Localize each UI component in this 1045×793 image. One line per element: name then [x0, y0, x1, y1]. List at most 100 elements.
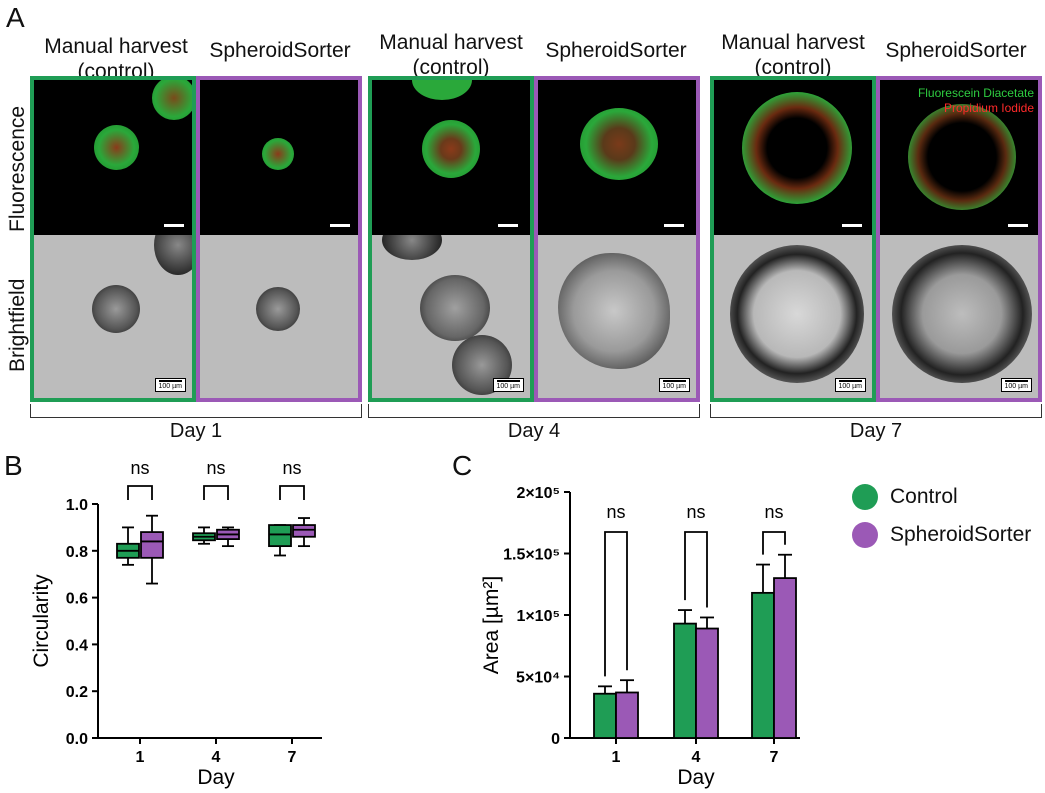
scale-bar-label: 100 µm: [662, 383, 687, 390]
significance-label: ns: [686, 502, 705, 522]
y-tick-label: 1.5×10⁵: [503, 547, 560, 564]
y-axis-label: Circularity: [30, 574, 53, 668]
legend-label-control: Control: [890, 485, 958, 508]
significance-label: ns: [764, 502, 783, 522]
col-title-manual-day4: Manual harvest (control): [366, 30, 536, 80]
panel-a-letter: A: [6, 2, 25, 33]
x-axis-label: Day: [197, 766, 235, 789]
y-tick-label: 0: [551, 731, 560, 748]
scale-bar: [664, 224, 684, 227]
brightfield-image: 100 µm: [538, 235, 696, 398]
significance-label: ns: [606, 502, 625, 522]
legend: Control SpheroidSorter: [852, 482, 1042, 550]
col-title-sorter-day4: SpheroidSorter: [545, 39, 687, 62]
x-tick-label: 1: [612, 749, 621, 766]
box-spheroidsorter: [140, 531, 164, 559]
brightfield-image: 100 µm: [372, 235, 530, 398]
y-tick-label: 0.4: [66, 637, 88, 654]
x-tick-label: 1: [136, 749, 145, 766]
scale-bar-box: 100 µm: [154, 378, 186, 392]
col-title-line1: Manual harvest: [721, 31, 865, 54]
y-tick-label: 0.8: [66, 544, 88, 561]
image-day7-control: 100 µm: [710, 76, 876, 402]
box-spheroidsorter: [292, 524, 316, 538]
spheroid-bright: [730, 245, 864, 383]
day1-bracket: [30, 404, 362, 418]
spheroid-bright: [382, 235, 442, 260]
bar-control: [593, 692, 617, 739]
day1-label: Day 1: [169, 420, 223, 442]
panel-b-letter: B: [4, 450, 23, 481]
x-tick-label: 4: [692, 749, 701, 766]
x-axis-label: Day: [677, 766, 715, 789]
spheroid-bright: [558, 253, 670, 369]
image-day4-sorter: 100 µm: [534, 76, 700, 402]
spheroid-fluo: [94, 125, 139, 170]
y-axis-label: Area [µm²]: [480, 576, 503, 674]
bar-spheroidsorter: [695, 627, 719, 739]
scale-bar-label: 100 µm: [1004, 383, 1029, 390]
image-day1-control: 100 µm: [30, 76, 196, 402]
col-title-line2: (control): [412, 56, 490, 79]
spheroid-bright: [92, 285, 140, 333]
col-title-line1: Manual harvest: [44, 35, 188, 58]
spheroid-fluo: [908, 104, 1016, 210]
day7-label: Day 7: [849, 420, 903, 442]
dye-label-fda: Fluorescein Diacetate: [917, 86, 1034, 100]
significance-bracket: [279, 485, 305, 500]
scale-bar-box: 100 µm: [1000, 378, 1032, 392]
image-day1-sorter: [196, 76, 362, 402]
scale-bar-box: 100 µm: [658, 378, 690, 392]
scale-bar: [842, 224, 862, 227]
significance-bracket: [604, 531, 628, 677]
scale-bar-box: 100 µm: [492, 378, 524, 392]
fluorescence-image: [34, 80, 192, 235]
significance-bracket: [127, 485, 153, 500]
spheroid-fluo: [262, 138, 294, 170]
scale-bar: [164, 224, 184, 227]
spheroid-fluo: [152, 80, 192, 120]
x-tick-label: 7: [288, 749, 297, 766]
circularity-box-chart: 0.0 0.2 0.4 0.6 0.8 1.0 1 ns 4 ns 7 ns Circularity Da…: [30, 458, 322, 789]
x-tick-label: 4: [212, 749, 221, 766]
col-title-line1: Manual harvest: [379, 31, 523, 54]
legend-label-sorter: SpheroidSorter: [890, 523, 1032, 546]
col-title-line2: (control): [754, 56, 832, 79]
legend-item-sorter: SpheroidSorter: [852, 520, 1042, 550]
bar-control: [751, 591, 775, 739]
image-day7-sorter: Fluorescein Diacetate Propidium Iodide 1…: [876, 76, 1042, 402]
spheroid-fluo: [580, 108, 658, 180]
scale-bar-label: 100 µm: [838, 383, 863, 390]
legend-swatch-control: [852, 484, 878, 510]
spheroid-bright: [892, 245, 1032, 383]
scale-bar: [498, 224, 518, 227]
y-tick-label: 1×10⁵: [516, 608, 560, 625]
fluorescence-image: [714, 80, 872, 235]
panel-c-letter: C: [452, 450, 473, 481]
brightfield-image: 100 µm: [714, 235, 872, 398]
x-tick-label: 7: [770, 749, 779, 766]
dye-label-pi: Propidium Iodide: [943, 101, 1034, 115]
row-label-fluorescence: Fluorescence: [6, 105, 29, 232]
bar-spheroidsorter: [773, 577, 797, 739]
y-tick-label: 0.2: [66, 684, 88, 701]
row-label-brightfield: Brightfield: [6, 278, 29, 372]
y-tick-label: 1.0: [66, 497, 88, 514]
scale-bar-label: 100 µm: [158, 383, 183, 390]
col-title-manual-day7: Manual harvest (control): [708, 30, 878, 80]
brightfield-image: 100 µm: [34, 235, 192, 398]
y-tick-label: 2×10⁵: [516, 485, 560, 502]
y-tick-label: 5×10⁴: [516, 670, 560, 687]
significance-label: ns: [282, 458, 301, 478]
day4-bracket: [368, 404, 700, 418]
bar-control: [673, 622, 697, 739]
col-title-sorter-day7: SpheroidSorter: [885, 39, 1027, 62]
fluorescence-image: [538, 80, 696, 235]
fluorescence-image: [200, 80, 358, 235]
significance-label: ns: [130, 458, 149, 478]
scale-bar-label: 100 µm: [496, 383, 521, 390]
day4-label: Day 4: [507, 420, 561, 442]
significance-bracket: [203, 485, 229, 500]
significance-bracket: [762, 531, 786, 555]
bar-spheroidsorter: [615, 691, 639, 739]
